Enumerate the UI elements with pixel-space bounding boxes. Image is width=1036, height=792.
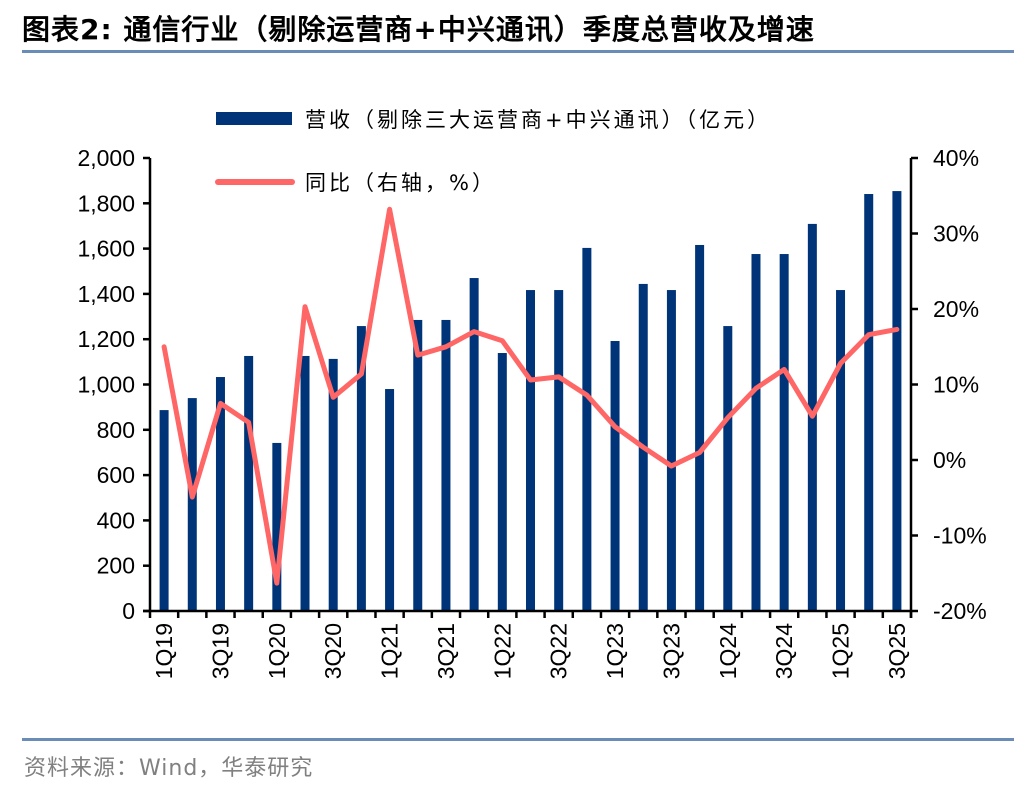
left-tick-label: 0 (122, 598, 135, 624)
bar-3Q19 (215, 377, 225, 611)
bar-3Q25 (892, 191, 902, 611)
x-tick-label: 1Q19 (151, 623, 177, 679)
bar-1Q19 (159, 410, 169, 611)
x-tick-label: 3Q23 (658, 623, 684, 679)
left-tick-label: 400 (97, 507, 135, 533)
right-tick-label: 30% (933, 221, 979, 247)
bar-3Q24 (779, 254, 789, 611)
left-tick-label: 1,800 (77, 190, 135, 216)
bar-1Q25 (836, 290, 846, 611)
x-tick-label: 3Q22 (546, 623, 572, 679)
legend-bar-swatch (216, 112, 292, 125)
x-tick-label: 1Q24 (715, 623, 741, 679)
chart-title: 图表2: 通信行业（剔除运营商+中兴通讯）季度总营收及增速 (22, 13, 815, 46)
legend: 营收（剔除三大运营商+中兴通讯）（亿元） 同比（右轴，%） (215, 108, 771, 195)
left-tick-label: 800 (97, 417, 135, 443)
bar-2Q22 (526, 290, 535, 611)
bar-4Q22 (582, 247, 592, 611)
left-tick-label: 2,000 (77, 145, 135, 171)
footer-divider (22, 738, 1014, 741)
bar-2Q21 (413, 319, 423, 611)
bar-2Q20 (300, 355, 310, 611)
bar-3Q20 (328, 358, 338, 611)
bar-4Q21 (469, 278, 479, 611)
left-tick-label: 600 (97, 462, 135, 488)
bar-4Q19 (244, 355, 254, 611)
right-tick-label: 10% (933, 372, 979, 398)
x-tick-label: 3Q20 (320, 623, 346, 679)
bar-1Q24 (723, 326, 733, 611)
right-tick-label: 20% (933, 296, 979, 322)
legend-label-revenue: 营收（剔除三大运营商+中兴通讯）（亿元） (305, 108, 771, 132)
bar-2Q24 (751, 254, 761, 611)
left-axis-ticks: 0 200 400 600 800 1,000 1,200 1,400 1,600 1,800 2,… (77, 145, 150, 624)
x-tick-label: 1Q22 (489, 623, 515, 679)
bar-1Q22 (497, 353, 507, 611)
right-tick-label: 0% (933, 447, 966, 473)
right-axis-ticks: -20% -10% 0% 10% 20% 30% 40% (911, 145, 987, 624)
bar-1Q23 (610, 341, 620, 611)
x-tick-label: 1Q20 (264, 623, 290, 679)
x-axis-ticks: 1Q19 3Q19 1Q20 3Q20 1Q21 3Q21 1Q22 3Q22 1Q23 3Q23… (148, 611, 913, 679)
bar-1Q21 (385, 389, 395, 611)
bar-2Q25 (864, 194, 874, 612)
bar-4Q20 (356, 326, 366, 611)
bar-3Q23 (666, 290, 676, 611)
source-note: 资料来源：Wind，华泰研究 (24, 756, 314, 781)
right-tick-label: -10% (933, 523, 987, 549)
x-tick-label: 3Q21 (433, 623, 459, 679)
x-tick-label: 3Q25 (884, 623, 910, 679)
left-tick-label: 1,400 (77, 281, 135, 307)
x-tick-label: 3Q24 (771, 623, 797, 679)
left-tick-label: 200 (97, 553, 135, 579)
x-tick-label: 1Q21 (377, 623, 403, 679)
right-tick-label: 40% (933, 145, 979, 171)
right-tick-label: -20% (933, 598, 987, 624)
title-divider (22, 50, 1014, 53)
x-tick-label: 3Q19 (207, 623, 233, 679)
x-tick-label: 1Q23 (602, 623, 628, 679)
bar-3Q22 (554, 290, 564, 611)
bar-2Q19 (187, 398, 197, 611)
bar-1Q20 (272, 442, 282, 611)
bar-4Q23 (695, 244, 705, 611)
x-tick-label: 1Q25 (828, 623, 854, 679)
left-tick-label: 1,600 (77, 236, 135, 262)
bar-3Q21 (441, 319, 451, 611)
line-series (161, 206, 900, 586)
legend-label-yoy: 同比（右轴，%） (305, 171, 496, 195)
left-tick-label: 1,200 (77, 326, 135, 352)
left-tick-label: 1,000 (77, 372, 135, 398)
